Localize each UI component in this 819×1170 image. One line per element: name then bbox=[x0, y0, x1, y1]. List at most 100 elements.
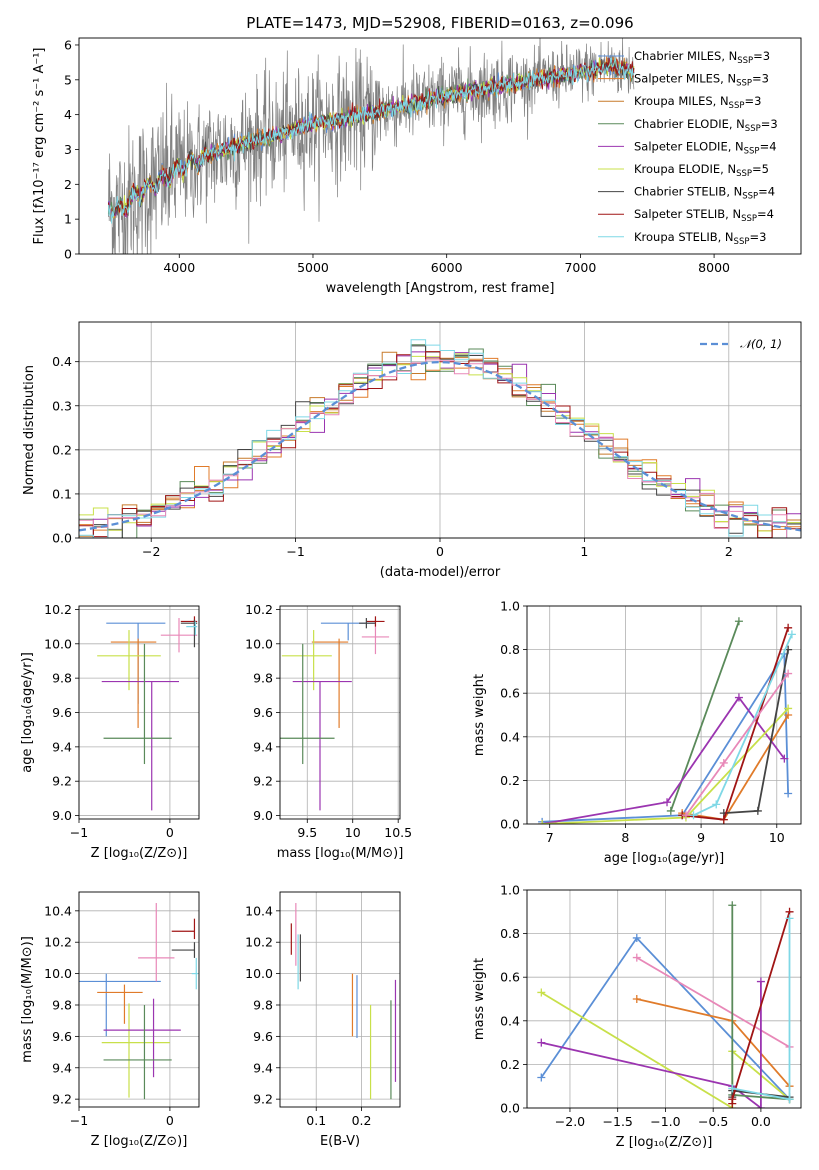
residual-histogram-series bbox=[79, 339, 801, 538]
y-tick-label: 0.6 bbox=[500, 686, 520, 701]
x-tick-label: 5000 bbox=[297, 260, 329, 275]
legend-label: Salpeter STELIB, NSSP=4 bbox=[634, 207, 774, 224]
x-tick-label: 2 bbox=[725, 544, 733, 559]
series-marker bbox=[734, 693, 743, 702]
x-tick-label: 0 bbox=[166, 1113, 174, 1128]
x-tick-label: 9 bbox=[697, 830, 705, 845]
x-tick-label: 6000 bbox=[431, 260, 463, 275]
series-line bbox=[636, 956, 790, 1048]
plot-area bbox=[107, 38, 635, 254]
errorbar-point bbox=[101, 1003, 170, 1098]
x-axis-label: age [log₁₀(age/yr)] bbox=[604, 851, 725, 866]
series-marker bbox=[728, 901, 737, 910]
series-marker bbox=[537, 988, 546, 997]
series-marker bbox=[537, 1073, 546, 1082]
y-tick-label: 9.8 bbox=[253, 671, 273, 686]
y-tick-label: 0.4 bbox=[52, 354, 72, 369]
spectrum-title: PLATE=1473, MJD=52908, FIBERID=0163, z=0… bbox=[246, 14, 633, 32]
series-marker bbox=[784, 623, 793, 632]
mass-weight-vs-age-panel: 7 8 9 10 0.0 0.2 0.4 0.6 0.8 1.0 age [log₁₀(age/yr… bbox=[472, 599, 802, 866]
y-tick-label: 3 bbox=[64, 142, 72, 157]
y-tick-label: 9.6 bbox=[253, 1029, 273, 1044]
plot-area bbox=[280, 616, 390, 811]
y-tick-label: 0 bbox=[64, 247, 72, 262]
series-marker bbox=[728, 1084, 737, 1093]
y-tick-label: 0.0 bbox=[500, 1101, 520, 1116]
y-tick-label: 0.2 bbox=[500, 773, 520, 788]
errorbar-point bbox=[79, 973, 161, 1037]
x-tick-label: 10.5 bbox=[384, 825, 412, 840]
y-axis-label: mass [log₁₀(M/M⊙)] bbox=[20, 936, 35, 1063]
errorbar-point bbox=[366, 616, 385, 627]
axis-frame bbox=[78, 37, 802, 255]
y-tick-label: 9.8 bbox=[52, 671, 72, 686]
series-marker bbox=[785, 1095, 794, 1104]
errorbar-point bbox=[191, 957, 199, 990]
series-marker bbox=[784, 789, 793, 798]
y-axis-label: age [log₁₀(age/yr)] bbox=[20, 652, 35, 773]
plot-area bbox=[79, 902, 199, 1100]
mass-vs-ebv-panel: 0.1 0.2 9.2 9.4 9.6 9.8 10.0 10.2 10.4 E(B-V) bbox=[245, 891, 401, 1149]
errorbar-point bbox=[110, 638, 157, 728]
plot-area bbox=[290, 902, 397, 1100]
x-axis-label: Z [log₁₀(Z/Z⊙)] bbox=[616, 1135, 713, 1150]
y-tick-label: 9.0 bbox=[253, 808, 273, 823]
errorbar-point bbox=[160, 618, 198, 653]
y-tick-label: 9.6 bbox=[253, 705, 273, 720]
x-axis-label: Z [log₁₀(Z/Z⊙)] bbox=[91, 1134, 188, 1149]
y-tick-label: 10.2 bbox=[44, 935, 72, 950]
x-tick-label: −1 bbox=[286, 544, 304, 559]
age-vs-mass-panel: 9.5 10 10.5 9.0 9.2 9.4 9.6 9.8 10.0 10.2 mass [lo… bbox=[245, 602, 412, 861]
series-line bbox=[542, 651, 789, 823]
y-axis-label: Normed distribution bbox=[22, 365, 37, 495]
axis-frame bbox=[526, 889, 802, 1109]
series-marker bbox=[734, 617, 743, 626]
y-tick-label: 0.2 bbox=[52, 442, 72, 457]
series-marker bbox=[681, 811, 690, 820]
axis-frame bbox=[78, 891, 200, 1108]
axis-frame bbox=[279, 891, 401, 1108]
age-vs-metallicity-panel: −1 0 9.0 9.2 9.4 9.6 9.8 10.0 10.2 Z [log₁₀(Z/Z⊙)… bbox=[20, 602, 200, 861]
series-marker bbox=[632, 995, 641, 1003]
x-tick-label: 4000 bbox=[163, 260, 195, 275]
series-line bbox=[541, 696, 786, 824]
series-marker bbox=[785, 914, 794, 923]
y-tick-label: 0.1 bbox=[52, 486, 72, 501]
y-tick-label: 9.2 bbox=[52, 774, 72, 789]
legend-label: Salpeter ELODIE, NSSP=4 bbox=[634, 139, 777, 156]
errorbar-point bbox=[103, 998, 181, 1078]
series-marker bbox=[784, 704, 793, 713]
y-tick-label: 9.0 bbox=[52, 808, 72, 823]
x-tick-label: 7000 bbox=[564, 260, 596, 275]
errorbar-point bbox=[311, 638, 349, 728]
y-axis-label: mass weight bbox=[472, 958, 487, 1040]
x-tick-label: 8000 bbox=[698, 260, 730, 275]
y-axis-label: mass weight bbox=[472, 674, 487, 756]
x-tick-label: 10 bbox=[769, 830, 785, 845]
errorbar-point bbox=[359, 618, 376, 629]
errorbar-point bbox=[97, 984, 143, 1024]
y-tick-label: 0.2 bbox=[500, 1057, 520, 1072]
errorbar-point bbox=[103, 1004, 172, 1100]
plot-area bbox=[79, 339, 801, 538]
x-axis-label: wavelength [Angstrom, rest frame] bbox=[326, 281, 555, 296]
legend-label: Kroupa ELODIE, NSSP=5 bbox=[634, 162, 769, 179]
x-tick-label: 0.2 bbox=[352, 1113, 372, 1128]
y-tick-label: 10.2 bbox=[245, 935, 273, 950]
errorbar-point bbox=[281, 630, 332, 691]
errorbar-point bbox=[180, 619, 198, 648]
x-tick-label: 8 bbox=[621, 830, 629, 845]
y-tick-label: 9.4 bbox=[253, 739, 273, 754]
x-axis-label: Z [log₁₀(Z/Z⊙)] bbox=[91, 846, 188, 861]
y-tick-label: 0.4 bbox=[500, 1013, 520, 1028]
y-tick-label: 10.0 bbox=[245, 636, 273, 651]
errorbar-point bbox=[186, 621, 198, 636]
residual-histogram-series bbox=[79, 351, 801, 538]
y-tick-label: 9.4 bbox=[52, 739, 72, 754]
y-tick-label: 1.0 bbox=[500, 599, 520, 614]
x-tick-label: −1.5 bbox=[603, 1114, 633, 1129]
series-marker bbox=[712, 800, 721, 809]
y-tick-label: 0.8 bbox=[500, 926, 520, 941]
y-tick-label: 1.0 bbox=[500, 883, 520, 898]
y-tick-label: 2 bbox=[64, 177, 72, 192]
